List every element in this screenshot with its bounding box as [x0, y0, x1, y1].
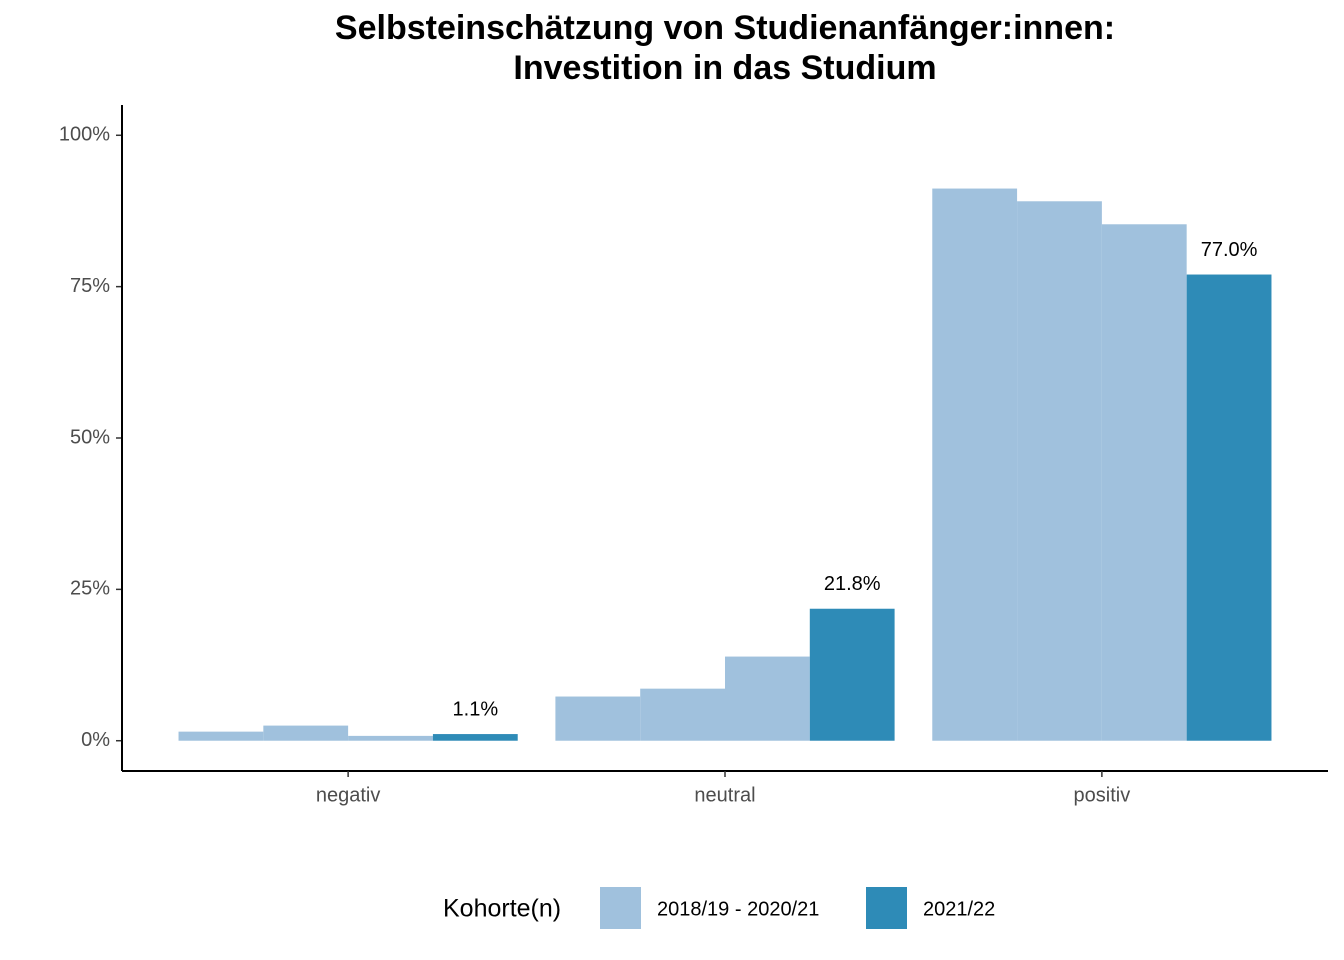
bar: [1186, 274, 1272, 741]
bar: [263, 725, 349, 741]
y-tick-label: 75%: [70, 275, 110, 297]
y-tick-label: 25%: [70, 578, 110, 600]
y-tick-label: 0%: [81, 729, 110, 751]
bar: [1017, 201, 1102, 741]
bar: [932, 188, 1018, 741]
legend-label: 2021/22: [923, 898, 995, 920]
y-tick-label: 100%: [59, 124, 110, 146]
bar: [640, 688, 725, 741]
bar: [725, 656, 810, 741]
x-tick-label: neutral: [694, 784, 755, 806]
bar: [178, 731, 264, 741]
x-tick-label: positiv: [1074, 784, 1131, 806]
value-label: 21.8%: [824, 573, 881, 595]
bar: [1101, 224, 1187, 741]
legend-title: Kohorte(n): [443, 895, 561, 923]
legend-key: [600, 887, 641, 929]
chart-title: Selbsteinschätzung von Studienanfänger:i…: [335, 9, 1115, 47]
value-label: 1.1%: [453, 698, 499, 720]
legend-label: 2018/19 - 2020/21: [657, 898, 819, 920]
bar: [555, 696, 641, 741]
bar: [432, 734, 518, 741]
x-tick-label: negativ: [316, 784, 381, 806]
bar: [809, 608, 895, 741]
legend-key: [866, 887, 907, 929]
chart-title: Investition in das Studium: [513, 49, 936, 87]
bar: [348, 735, 433, 741]
y-tick-label: 50%: [70, 426, 110, 448]
value-label: 77.0%: [1201, 239, 1258, 261]
